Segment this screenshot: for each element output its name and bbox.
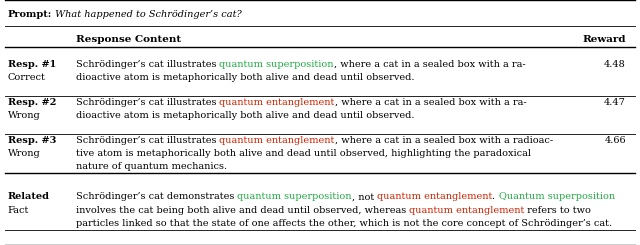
Text: Correct: Correct: [8, 73, 45, 82]
Text: Prompt:: Prompt:: [8, 10, 52, 19]
Text: , where a cat in a sealed box with a ra-: , where a cat in a sealed box with a ra-: [335, 98, 526, 107]
Text: Resp. #2: Resp. #2: [8, 98, 56, 107]
Text: dioactive atom is metaphorically both alive and dead until observed.: dioactive atom is metaphorically both al…: [76, 111, 414, 120]
Text: Schrödinger’s cat illustrates: Schrödinger’s cat illustrates: [76, 136, 219, 145]
Text: quantum entanglement: quantum entanglement: [219, 136, 335, 145]
Text: Schrödinger’s cat demonstrates: Schrödinger’s cat demonstrates: [76, 192, 237, 201]
Text: Resp. #3: Resp. #3: [8, 136, 56, 145]
Text: 4.66: 4.66: [604, 136, 626, 145]
Text: Reward: Reward: [582, 35, 626, 44]
Text: nature of quantum mechanics.: nature of quantum mechanics.: [76, 162, 227, 171]
Text: Response Content: Response Content: [76, 35, 180, 44]
Text: tive atom is metaphorically both alive and dead until observed, highlighting the: tive atom is metaphorically both alive a…: [76, 149, 531, 158]
Text: Wrong: Wrong: [8, 149, 40, 158]
Text: Related: Related: [8, 192, 50, 201]
Text: refers to two: refers to two: [524, 206, 591, 215]
Text: involves the cat being both alive and dead until observed, whereas: involves the cat being both alive and de…: [76, 206, 409, 215]
Text: quantum entanglement: quantum entanglement: [409, 206, 524, 215]
Text: particles linked so that the state of one affects the other, which is not the co: particles linked so that the state of on…: [76, 219, 612, 228]
Text: quantum superposition: quantum superposition: [237, 192, 351, 201]
Text: , where a cat in a sealed box with a radioac-: , where a cat in a sealed box with a rad…: [335, 136, 553, 145]
Text: quantum superposition: quantum superposition: [219, 60, 333, 69]
Text: , not: , not: [351, 192, 377, 201]
Text: quantum entanglement: quantum entanglement: [377, 192, 492, 201]
Text: , where a cat in a sealed box with a ra-: , where a cat in a sealed box with a ra-: [333, 60, 525, 69]
Text: Schrödinger’s cat illustrates: Schrödinger’s cat illustrates: [76, 60, 219, 69]
Text: 4.48: 4.48: [604, 60, 626, 69]
Text: dioactive atom is metaphorically both alive and dead until observed.: dioactive atom is metaphorically both al…: [76, 73, 414, 82]
Text: .: .: [492, 192, 499, 201]
Text: What happened to Schrödinger’s cat?: What happened to Schrödinger’s cat?: [52, 10, 242, 19]
Text: Wrong: Wrong: [8, 111, 40, 120]
Text: Resp. #1: Resp. #1: [8, 60, 56, 69]
Text: Schrödinger’s cat illustrates: Schrödinger’s cat illustrates: [76, 98, 219, 107]
Text: Quantum superposition: Quantum superposition: [499, 192, 614, 201]
Text: 4.47: 4.47: [604, 98, 626, 107]
Text: quantum entanglement: quantum entanglement: [219, 98, 335, 107]
Text: Fact: Fact: [8, 206, 29, 215]
